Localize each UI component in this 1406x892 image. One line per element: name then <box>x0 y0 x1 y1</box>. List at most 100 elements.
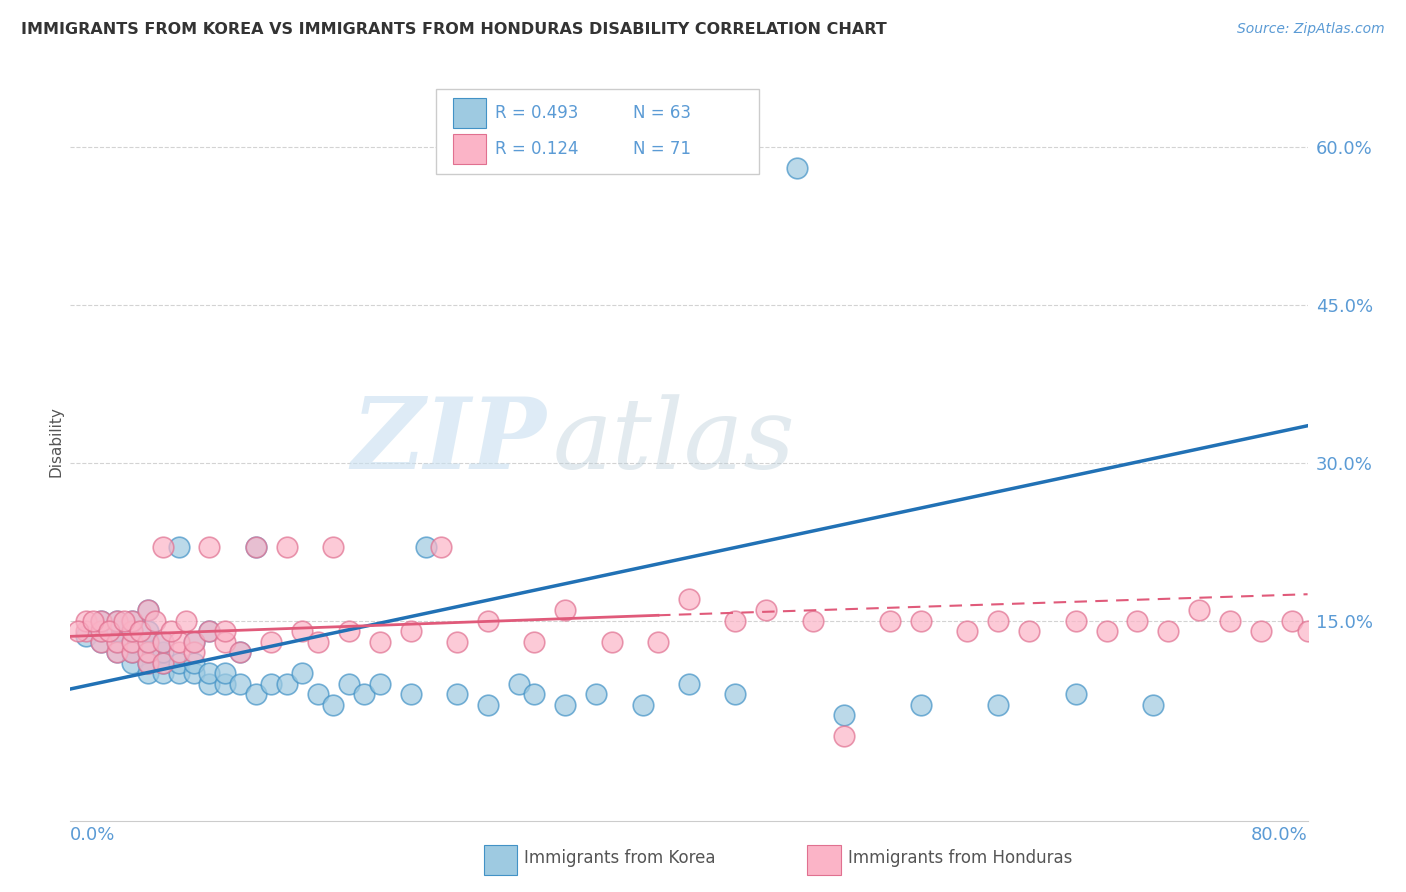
Point <box>152 656 174 670</box>
Point <box>214 677 236 691</box>
Point <box>198 677 221 691</box>
Point <box>678 592 700 607</box>
Point <box>1250 624 1272 639</box>
Point <box>337 624 360 639</box>
Point <box>322 698 344 712</box>
Point <box>353 687 375 701</box>
Text: ZIP: ZIP <box>352 393 547 490</box>
Point <box>229 645 252 659</box>
Point <box>75 614 97 628</box>
Point <box>1219 614 1241 628</box>
Point <box>1157 624 1180 639</box>
Point <box>554 698 576 712</box>
Point <box>183 656 205 670</box>
Point <box>1281 614 1303 628</box>
Point <box>167 645 190 659</box>
Text: Source: ZipAtlas.com: Source: ZipAtlas.com <box>1237 22 1385 37</box>
Point <box>167 666 190 681</box>
Text: R = 0.493: R = 0.493 <box>495 104 578 122</box>
Point <box>214 624 236 639</box>
Point <box>724 614 747 628</box>
Point <box>307 634 329 648</box>
Point <box>105 614 128 628</box>
Point <box>90 614 112 628</box>
Point <box>136 634 159 648</box>
Point <box>399 624 422 639</box>
Point <box>415 540 437 554</box>
Point <box>987 614 1010 628</box>
Point <box>105 624 128 639</box>
Point <box>229 645 252 659</box>
Text: 80.0%: 80.0% <box>1251 826 1308 844</box>
Point <box>152 656 174 670</box>
Point <box>136 603 159 617</box>
Point <box>523 687 546 701</box>
Point <box>121 624 143 639</box>
Point <box>136 666 159 681</box>
Point <box>152 666 174 681</box>
Point <box>75 624 97 639</box>
Point <box>508 677 530 691</box>
Point <box>585 687 607 701</box>
Point <box>183 634 205 648</box>
Point <box>786 161 808 175</box>
Text: N = 71: N = 71 <box>633 140 690 158</box>
Point <box>724 687 747 701</box>
Point <box>260 677 283 691</box>
Point <box>832 730 855 744</box>
Point <box>1095 624 1118 639</box>
Point <box>152 645 174 659</box>
Point <box>291 666 314 681</box>
Point <box>136 603 159 617</box>
Point <box>160 624 183 639</box>
Point <box>291 624 314 639</box>
Point <box>446 687 468 701</box>
Point <box>245 540 267 554</box>
Point <box>136 645 159 659</box>
Point <box>114 614 135 628</box>
Point <box>183 634 205 648</box>
Point <box>755 603 778 617</box>
Point <box>910 614 932 628</box>
Point <box>368 677 391 691</box>
Point <box>90 624 112 639</box>
Point <box>145 614 166 628</box>
Point <box>198 624 221 639</box>
Point <box>245 540 267 554</box>
Text: 0.0%: 0.0% <box>70 826 115 844</box>
Text: R = 0.124: R = 0.124 <box>495 140 578 158</box>
Point <box>801 614 824 628</box>
Point <box>136 634 159 648</box>
Point <box>198 624 221 639</box>
Point <box>75 629 97 643</box>
Point <box>198 540 221 554</box>
Text: atlas: atlas <box>553 394 796 489</box>
Point <box>105 645 128 659</box>
Point <box>136 656 159 670</box>
Text: Immigrants from Honduras: Immigrants from Honduras <box>848 849 1073 867</box>
Point <box>82 614 105 628</box>
Point <box>523 634 546 648</box>
Point <box>90 634 112 648</box>
Point <box>152 634 174 648</box>
Point <box>260 634 283 648</box>
Point <box>631 698 654 712</box>
Point <box>368 634 391 648</box>
Point <box>1064 687 1087 701</box>
Point <box>105 645 128 659</box>
Point <box>136 624 159 639</box>
Point <box>832 708 855 723</box>
Point <box>1188 603 1211 617</box>
Point <box>183 645 205 659</box>
Point <box>183 666 205 681</box>
Point <box>90 634 112 648</box>
Point <box>399 687 422 701</box>
Point <box>245 687 267 701</box>
Point <box>121 634 143 648</box>
Point <box>67 624 90 639</box>
Point <box>152 540 174 554</box>
Point <box>105 634 128 648</box>
Point <box>307 687 329 701</box>
Point <box>121 614 143 628</box>
Point <box>129 624 152 639</box>
